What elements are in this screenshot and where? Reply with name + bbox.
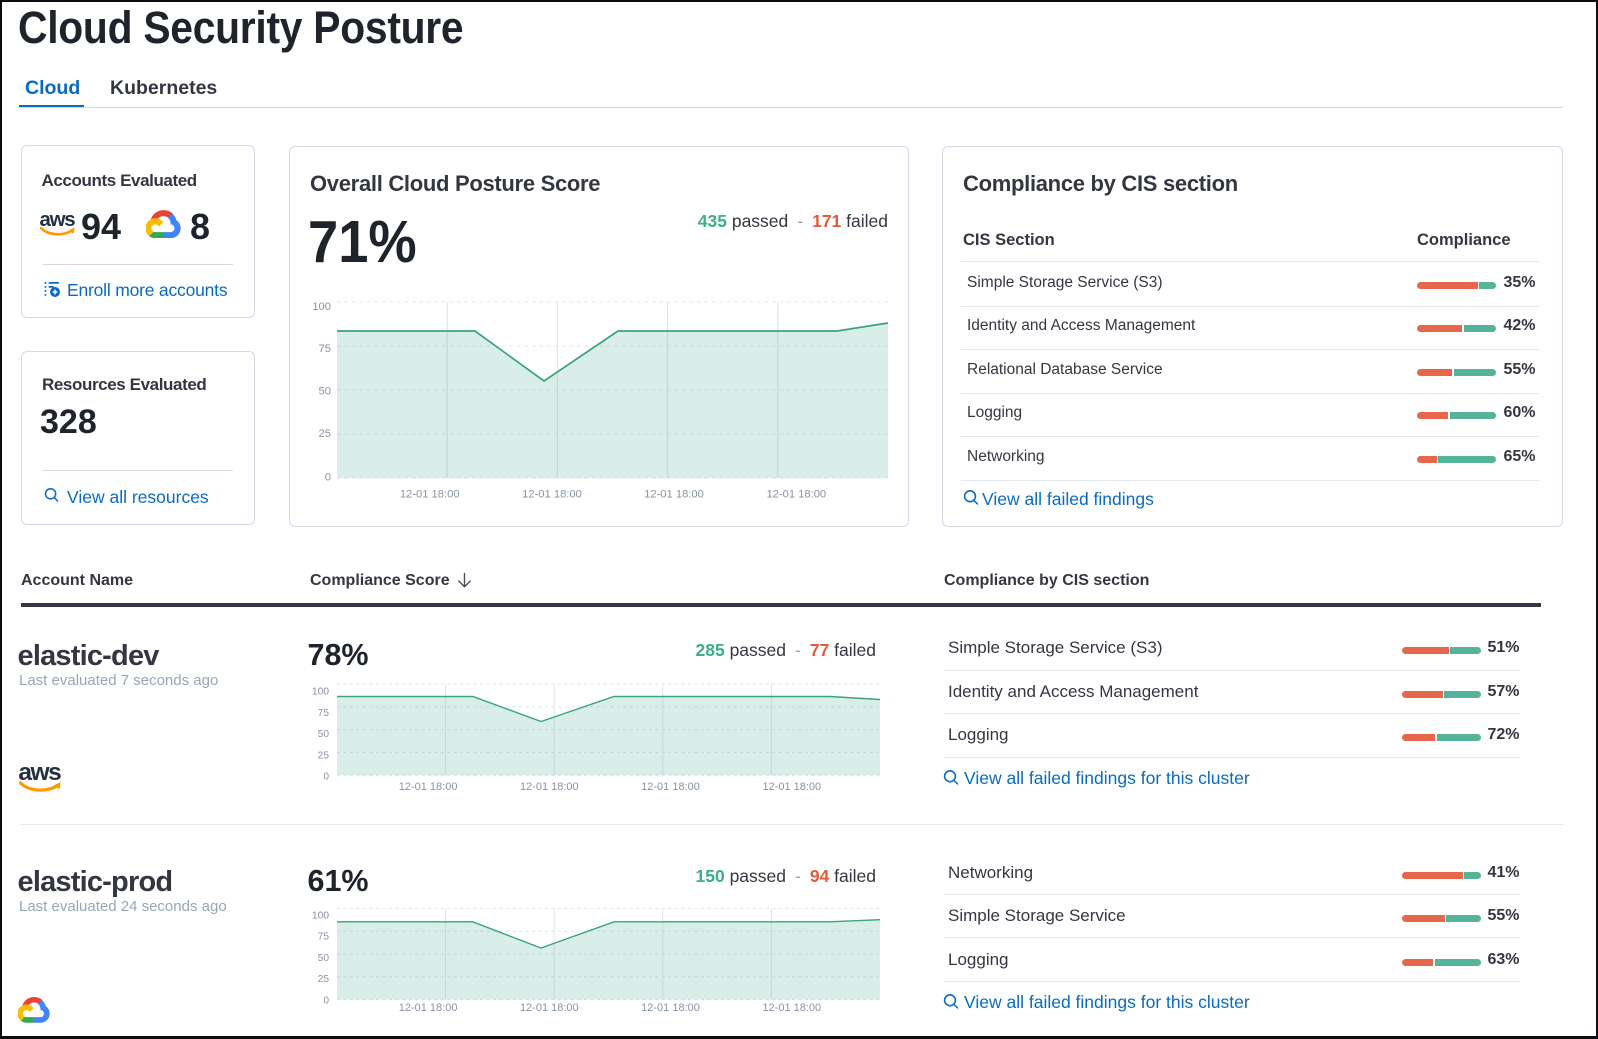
svg-text:25: 25	[318, 751, 330, 762]
svg-text:12-01 18:00: 12-01 18:00	[766, 488, 826, 500]
svg-text:100: 100	[312, 301, 331, 313]
svg-text:25: 25	[318, 974, 330, 985]
svg-text:12-01 18:00: 12-01 18:00	[399, 1002, 458, 1014]
svg-text:12-01 18:00: 12-01 18:00	[399, 781, 458, 793]
svg-text:0: 0	[325, 472, 331, 484]
svg-text:75: 75	[318, 932, 330, 943]
svg-text:12-01 18:00: 12-01 18:00	[641, 1002, 700, 1014]
svg-text:12-01 18:00: 12-01 18:00	[762, 781, 821, 793]
svg-text:50: 50	[318, 729, 330, 740]
svg-text:50: 50	[319, 386, 331, 398]
svg-text:100: 100	[312, 910, 329, 921]
svg-text:aws: aws	[19, 767, 61, 786]
svg-text:25: 25	[319, 428, 331, 440]
svg-text:12-01 18:00: 12-01 18:00	[641, 781, 700, 793]
svg-text:0: 0	[323, 772, 329, 783]
svg-text:100: 100	[312, 687, 329, 698]
svg-text:aws: aws	[40, 215, 75, 231]
svg-text:75: 75	[318, 708, 330, 719]
svg-text:12-01 18:00: 12-01 18:00	[644, 488, 704, 500]
svg-text:75: 75	[319, 343, 331, 355]
svg-text:50: 50	[318, 953, 330, 964]
svg-text:12-01 18:00: 12-01 18:00	[400, 488, 460, 500]
svg-text:12-01 18:00: 12-01 18:00	[762, 1002, 821, 1014]
svg-text:12-01 18:00: 12-01 18:00	[522, 488, 582, 500]
svg-text:12-01 18:00: 12-01 18:00	[520, 781, 579, 793]
svg-text:0: 0	[323, 995, 329, 1006]
svg-text:12-01 18:00: 12-01 18:00	[520, 1002, 579, 1014]
